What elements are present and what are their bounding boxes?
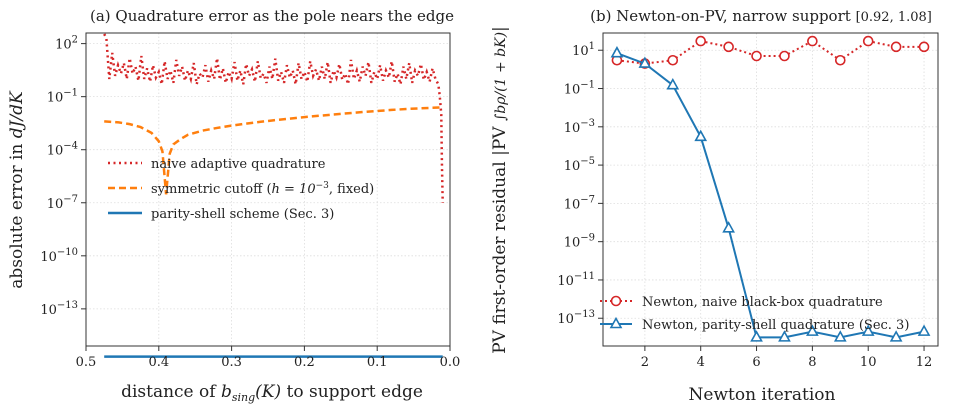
x-tick-label: 10 [860, 355, 877, 370]
panel-b-ylabel: PV first-order residual |PV ∫bρ/(1 + bK)… [490, 26, 510, 354]
panel-b-legend: Newton, naive black-box quadrature Newto… [600, 295, 909, 333]
data-point [778, 330, 791, 342]
data-point [751, 50, 762, 62]
data-point [667, 54, 679, 66]
legend-label-newton-naive: Newton, naive black-box quadrature [642, 295, 883, 310]
panel-a-grid [85, 33, 451, 346]
data-point [750, 330, 763, 342]
y-tick-label: 10−1 [564, 80, 595, 98]
data-point [862, 35, 874, 47]
legend-marker-circle [610, 295, 622, 307]
y-tick-label: 102 [55, 35, 78, 53]
x-tick-label: 4 [697, 355, 705, 370]
y-tick-label: 10−11 [557, 271, 595, 289]
panel-a-title: (a) Quadrature error as the pole nears t… [90, 7, 454, 25]
series-newton-parity-line [616, 52, 925, 339]
series-newton-parity [610, 46, 931, 342]
legend-label-parity: parity-shell scheme (Sec. 3) [151, 207, 334, 222]
data-point [610, 46, 624, 58]
panel-b-series [610, 35, 931, 342]
panel-a: (a) Quadrature error as the pole nears t… [7, 7, 460, 404]
series-newton-naive [611, 35, 930, 69]
panel-b-title: (b) Newton-on-PV, narrow support [0.92, … [590, 7, 932, 25]
data-point [723, 41, 734, 53]
x-tick-label: 0.5 [76, 355, 97, 370]
data-point [889, 330, 903, 342]
x-tick-label: 6 [752, 355, 760, 370]
data-point [890, 41, 902, 53]
x-tick-label: 0.0 [440, 355, 461, 370]
data-point [861, 324, 875, 336]
data-point [917, 324, 931, 336]
y-tick-label: 10−7 [47, 194, 78, 212]
data-point [779, 50, 790, 62]
y-tick-label: 10−4 [47, 141, 78, 159]
data-point [638, 56, 652, 68]
panel-a-frame [85, 32, 451, 347]
x-tick-label: 12 [916, 355, 933, 370]
legend-label-newton-parity: Newton, parity-shell quadrature (Sec. 3) [642, 318, 909, 333]
panel-a-xlabel: distance of bsing(K) to support edge [121, 382, 423, 404]
y-tick-label: 10−13 [557, 309, 595, 327]
panel-b-frame [602, 32, 939, 347]
y-tick-label: 10−9 [564, 233, 595, 251]
panel-a-ticks: 0.5 0.4 0.3 0.2 0.1 0.0 102 10−1 10−4 10−7 10−10 10… [40, 35, 460, 370]
data-point [807, 35, 818, 47]
panel-a-ylabel: absolute error in dJ/dK [7, 90, 27, 289]
y-tick-label: 10−7 [564, 194, 595, 212]
x-tick-label: 2 [641, 355, 649, 370]
x-tick-label: 0.3 [221, 355, 242, 370]
x-tick-label: 0.4 [148, 355, 169, 370]
y-tick-label: 101 [572, 41, 595, 59]
panel-a-series [103, 33, 444, 358]
legend-label-cutoff: symmetric cutoff (h = 10−3, fixed) [151, 181, 374, 197]
panel-a-legend: naive adaptive quadrature symmetric cuto… [108, 157, 374, 222]
data-point [694, 129, 708, 142]
data-point [833, 330, 847, 342]
y-tick-label: 10−10 [40, 247, 78, 265]
data-point [722, 221, 735, 233]
series-symmetric-cutoff [104, 106, 443, 195]
y-tick-label: 10−3 [564, 118, 595, 136]
series-newton-naive-line [616, 39, 925, 65]
panel-b-ticks: 2 4 6 8 10 12 101 10−1 10−3 10−5 10−7 10−9 10−11 10−1… [557, 41, 932, 370]
panel-b-xlabel: Newton iteration [689, 385, 836, 405]
legend-marker-triangle [609, 316, 623, 329]
panel-b: (b) Newton-on-PV, narrow support [0.92, … [490, 7, 939, 405]
x-tick-label: 8 [808, 355, 816, 370]
y-tick-label: 10−1 [47, 88, 78, 106]
series-naive-adaptive [103, 33, 444, 203]
data-point [666, 77, 680, 90]
data-point [695, 35, 707, 47]
legend-label-naive: naive adaptive quadrature [151, 157, 326, 172]
x-tick-label: 0.2 [294, 355, 315, 370]
data-point [806, 324, 819, 336]
data-point [918, 41, 930, 53]
data-point [834, 54, 846, 66]
y-tick-label: 10−13 [40, 300, 78, 318]
y-tick-label: 10−5 [564, 156, 595, 174]
x-tick-label: 0.1 [367, 355, 388, 370]
